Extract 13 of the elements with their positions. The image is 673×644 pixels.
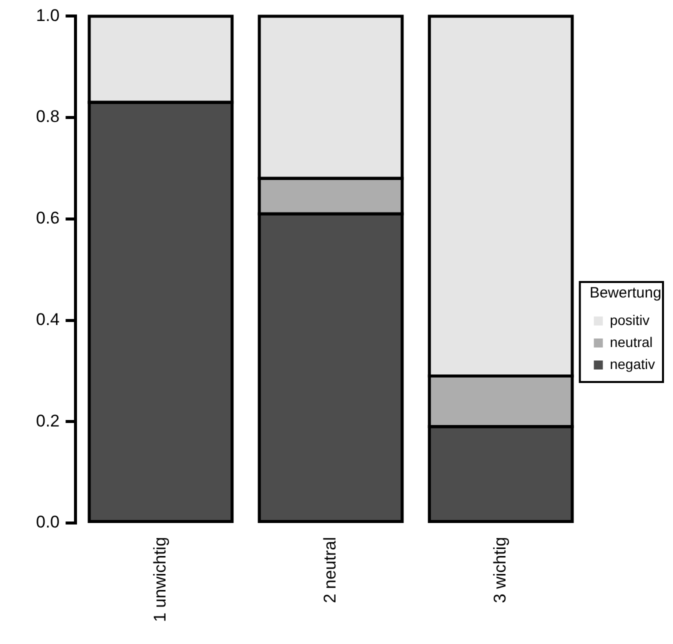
legend-title: Bewertung xyxy=(590,284,662,302)
x-tick-label: 1 unwichtig xyxy=(150,536,170,622)
x-tick-label: 3 wichtig xyxy=(490,536,510,604)
legend-label: neutral xyxy=(610,334,653,350)
y-tick-label: 0.8 xyxy=(36,107,60,126)
y-tick-label: 0.6 xyxy=(36,208,60,228)
legend-label: negativ xyxy=(610,356,656,372)
y-tick-label: 0.0 xyxy=(36,512,60,532)
x-tick-label: 2 neutral xyxy=(320,536,340,604)
y-tick-label: 0.4 xyxy=(36,310,60,329)
y-tick-label: 1.0 xyxy=(36,6,60,25)
y-tick-label: 0.2 xyxy=(36,411,60,430)
legend-label: positiv xyxy=(610,312,650,328)
